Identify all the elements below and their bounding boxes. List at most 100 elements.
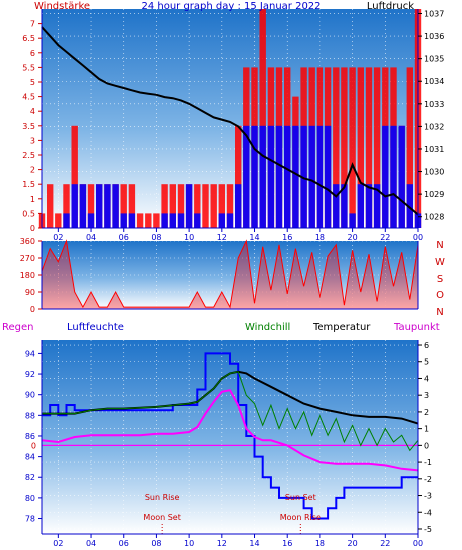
wind-bar-mean-6	[87, 213, 95, 228]
top-x-tick-label-3: 08	[151, 233, 161, 242]
temp-tick-label-7: 2	[424, 408, 429, 417]
wind-tick-label-2: 1	[30, 195, 35, 204]
temp-tick-label-9: 4	[424, 374, 429, 383]
wind-bar-mean-34	[316, 125, 324, 228]
wind-bar-gust-19	[194, 184, 201, 228]
pressure-tick-label-6: 1034	[424, 77, 444, 86]
wind-bar-mean-45	[406, 184, 413, 228]
wind-bar-gust-23	[226, 184, 234, 228]
top-x-tick-label-0: 02	[53, 233, 63, 242]
zero-reference-label: 0	[31, 441, 36, 450]
pressure-tick-label-9: 1037	[424, 10, 444, 19]
wind-bar-mean-23	[226, 213, 234, 228]
direction-compass-label-3: O	[436, 290, 444, 301]
humidity-tick-label-4: 86	[25, 432, 35, 441]
wind-bar-mean-26	[251, 125, 258, 228]
pressure-tick-label-7: 1035	[424, 55, 444, 64]
humidity-tick-label-7: 92	[25, 370, 35, 379]
wind-tick-label-9: 4.5	[22, 93, 35, 102]
wind-bar-gust-21	[210, 184, 217, 228]
wind-bar-gust-36	[333, 67, 340, 229]
wind-bar-mean-43	[390, 125, 397, 228]
wind-bar-mean-30	[284, 125, 291, 228]
temp-tick-label-10: 5	[424, 358, 429, 367]
direction-compass-label-1: W	[435, 257, 445, 268]
wind-bar-gust-38	[349, 67, 356, 229]
humidity-axis-title: Luftfeuchte	[67, 322, 124, 333]
wind-bar-mean-44	[398, 125, 405, 228]
wind-bar-mean-4	[71, 184, 78, 228]
wind-bar-gust-15	[161, 184, 168, 228]
wind-bar-mean-40	[365, 184, 373, 228]
wind-tick-label-6: 3	[30, 136, 35, 145]
event-label-0: Sun Rise	[145, 493, 180, 502]
top-x-tick-label-11: 00	[413, 233, 423, 242]
direction-tick-label-0: 0	[30, 305, 35, 314]
temp-tick-label-4: -1	[424, 458, 432, 467]
wind-bar-mean-42	[382, 125, 389, 228]
wind-direction-line	[41, 239, 419, 309]
wind-tick-label-4: 2	[30, 166, 35, 175]
event-label-2: Moon Rise	[280, 513, 321, 522]
bottom-x-tick-label-6: 14	[249, 539, 259, 548]
bottom-x-tick-label-5: 12	[217, 539, 227, 548]
wind-tick-label-11: 5.5	[22, 63, 35, 72]
wind-tick-label-12: 6	[30, 49, 35, 58]
wind-bar-mean-39	[357, 184, 364, 228]
dewpoint-axis-title: Taupunkt	[393, 322, 440, 333]
wind-bar-mean-11	[128, 213, 136, 228]
chart-title: 24 hour graph day : 15 Januar 2022	[141, 1, 320, 12]
wind-bar-gust-6	[87, 184, 95, 228]
wind-tick-label-5: 2.5	[22, 151, 35, 160]
pressure-tick-label-8: 1036	[424, 32, 444, 41]
humidity-tick-label-1: 80	[25, 494, 35, 503]
temp-tick-label-8: 3	[424, 391, 429, 400]
wind-bar-mean-35	[324, 125, 332, 228]
wind-bar-mean-36	[333, 184, 340, 228]
pressure-tick-label-0: 1028	[424, 213, 444, 222]
wind-direction-area	[42, 241, 418, 309]
event-label-1: Moon Set	[143, 513, 180, 522]
wind-bar-gust-13	[145, 213, 152, 228]
direction-tick-label-3: 270	[20, 254, 35, 263]
temp-tick-label-3: -2	[424, 475, 432, 484]
wind-bar-mean-19	[194, 213, 201, 228]
wind-bar-mean-31	[292, 125, 299, 228]
wind-bar-gust-40	[365, 67, 373, 229]
direction-tick-label-4: 360	[20, 237, 35, 246]
wind-bar-gust-27	[259, 9, 266, 228]
wind-bar-gust-3	[63, 184, 70, 228]
wind-bar-gust-24	[235, 125, 242, 228]
bottom-x-tick-label-9: 20	[348, 539, 358, 548]
pressure-axis-title: Luftdruck	[367, 1, 414, 12]
top-x-tick-label-10: 22	[380, 233, 390, 242]
wind-bar-gust-20	[202, 184, 209, 228]
pressure-line	[41, 26, 419, 216]
pressure-tick-label-1: 1029	[424, 190, 444, 199]
wind-bar-mean-24	[235, 184, 242, 228]
top-x-tick-label-8: 18	[315, 233, 325, 242]
pressure-tick-label-5: 1033	[424, 100, 444, 109]
rain-axis-title: Regen	[2, 322, 34, 333]
wind-bar-gust-2	[55, 213, 62, 228]
series-windchill-line	[42, 371, 419, 452]
wind-bar-mean-3	[63, 213, 70, 228]
top-x-tick-label-5: 12	[217, 233, 227, 242]
direction-compass-label-2: S	[437, 274, 443, 285]
bottom-x-tick-label-10: 22	[380, 539, 390, 548]
wind-bar-gust-4	[71, 125, 78, 228]
wind-bar-mean-15	[161, 213, 168, 228]
wind-bar-mean-27	[259, 125, 266, 228]
wind-tick-label-3: 1.5	[22, 180, 35, 189]
humidity-tick-label-8: 94	[25, 349, 35, 358]
wind-bar-mean-10	[120, 213, 127, 228]
top-x-tick-label-7: 16	[282, 233, 292, 242]
temp-tick-label-11: 6	[424, 341, 429, 350]
wind-bar-gust-41	[373, 67, 381, 229]
wind-bar-gust-10	[120, 184, 127, 228]
wind-tick-label-1: 0.5	[22, 209, 35, 218]
humidity-tick-label-2: 82	[25, 473, 35, 482]
bottom-x-tick-label-3: 08	[151, 539, 161, 548]
